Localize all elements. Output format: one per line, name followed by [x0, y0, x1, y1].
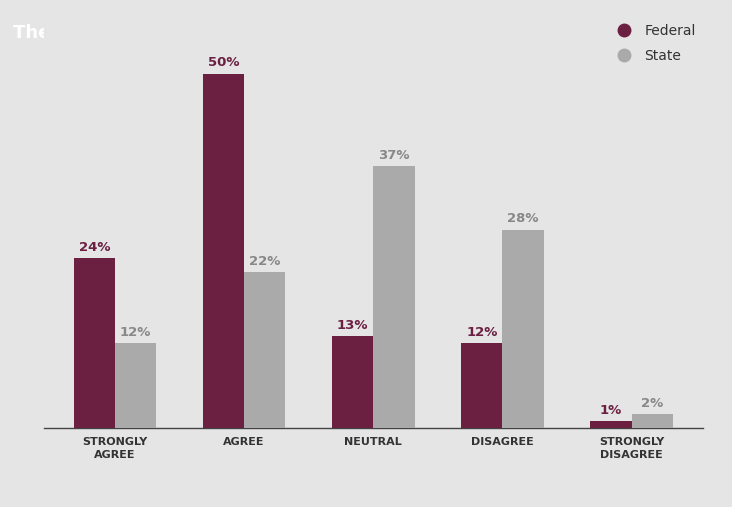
Text: 24%: 24% [78, 241, 110, 254]
Bar [332, 336, 373, 428]
Text: 12%: 12% [120, 326, 152, 339]
Text: 28%: 28% [507, 212, 539, 226]
Text: 12%: 12% [466, 326, 498, 339]
Bar [115, 343, 157, 428]
Bar [244, 272, 285, 428]
Text: 37%: 37% [378, 149, 410, 162]
Legend: Federal, State: Federal, State [604, 18, 701, 68]
Bar [502, 230, 544, 428]
Bar [203, 74, 244, 428]
Bar [373, 166, 414, 428]
Bar [461, 343, 502, 428]
Bar [590, 421, 632, 428]
Text: 22%: 22% [249, 255, 280, 268]
Text: There Will Be Major Changes in Higher Education Policy: There Will Be Major Changes in Higher Ed… [13, 24, 576, 42]
Text: 50%: 50% [208, 56, 239, 69]
Text: 2%: 2% [641, 397, 663, 410]
Bar [74, 258, 115, 428]
Text: 13%: 13% [337, 319, 368, 332]
Text: 1%: 1% [600, 404, 622, 417]
Bar [632, 414, 673, 428]
